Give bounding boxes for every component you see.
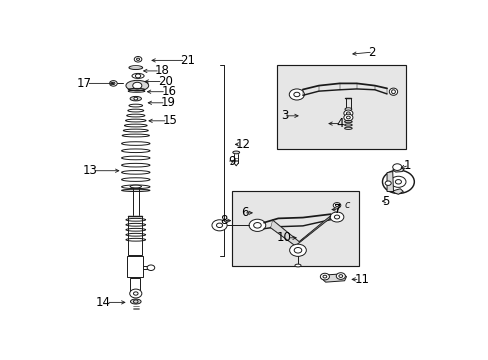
Polygon shape	[128, 216, 142, 255]
Text: 10: 10	[276, 231, 291, 244]
Text: 5: 5	[381, 195, 389, 208]
Ellipse shape	[344, 108, 351, 111]
Circle shape	[382, 170, 413, 193]
Ellipse shape	[132, 73, 144, 78]
Circle shape	[289, 244, 305, 256]
Ellipse shape	[232, 151, 239, 154]
Text: 17: 17	[76, 77, 91, 90]
Bar	[231, 191, 358, 266]
Circle shape	[343, 110, 352, 117]
Circle shape	[332, 203, 340, 208]
Circle shape	[134, 57, 142, 62]
Text: 6: 6	[241, 206, 248, 219]
Circle shape	[132, 82, 142, 89]
Polygon shape	[386, 172, 393, 192]
Text: 18: 18	[155, 64, 170, 77]
Circle shape	[134, 97, 138, 100]
Circle shape	[109, 81, 117, 86]
Ellipse shape	[130, 96, 141, 101]
Text: 4: 4	[335, 117, 343, 130]
Text: 14: 14	[96, 296, 111, 309]
Polygon shape	[392, 167, 403, 172]
Text: 3: 3	[281, 109, 288, 122]
Text: 12: 12	[235, 138, 250, 151]
Circle shape	[343, 114, 352, 121]
Text: 9: 9	[228, 156, 236, 168]
Circle shape	[385, 181, 390, 185]
Text: 2: 2	[367, 46, 375, 59]
Text: c: c	[344, 201, 349, 210]
Polygon shape	[126, 256, 143, 278]
Circle shape	[329, 212, 343, 222]
Text: 16: 16	[161, 85, 176, 98]
Ellipse shape	[130, 185, 141, 188]
Ellipse shape	[130, 299, 141, 304]
Text: 7: 7	[333, 203, 341, 216]
Text: 20: 20	[158, 75, 172, 88]
Ellipse shape	[122, 189, 150, 192]
Circle shape	[289, 89, 304, 100]
Text: 1: 1	[403, 159, 411, 172]
Bar	[277, 66, 405, 149]
Polygon shape	[392, 189, 403, 194]
Circle shape	[392, 164, 401, 170]
Circle shape	[135, 74, 141, 78]
Circle shape	[320, 273, 329, 280]
Text: 11: 11	[354, 273, 369, 286]
Circle shape	[129, 289, 142, 298]
Ellipse shape	[388, 88, 397, 95]
Circle shape	[147, 265, 154, 270]
Polygon shape	[270, 216, 329, 246]
Circle shape	[211, 220, 226, 231]
Text: 13: 13	[82, 164, 97, 177]
Circle shape	[336, 273, 345, 279]
Circle shape	[248, 219, 265, 231]
Ellipse shape	[126, 80, 148, 91]
Text: 21: 21	[180, 54, 195, 67]
Text: 8: 8	[220, 214, 227, 227]
Ellipse shape	[129, 66, 142, 69]
Text: 15: 15	[163, 114, 177, 127]
Text: 19: 19	[161, 96, 175, 109]
Polygon shape	[129, 278, 140, 293]
Polygon shape	[321, 274, 346, 282]
Ellipse shape	[294, 264, 301, 267]
Circle shape	[390, 176, 405, 187]
